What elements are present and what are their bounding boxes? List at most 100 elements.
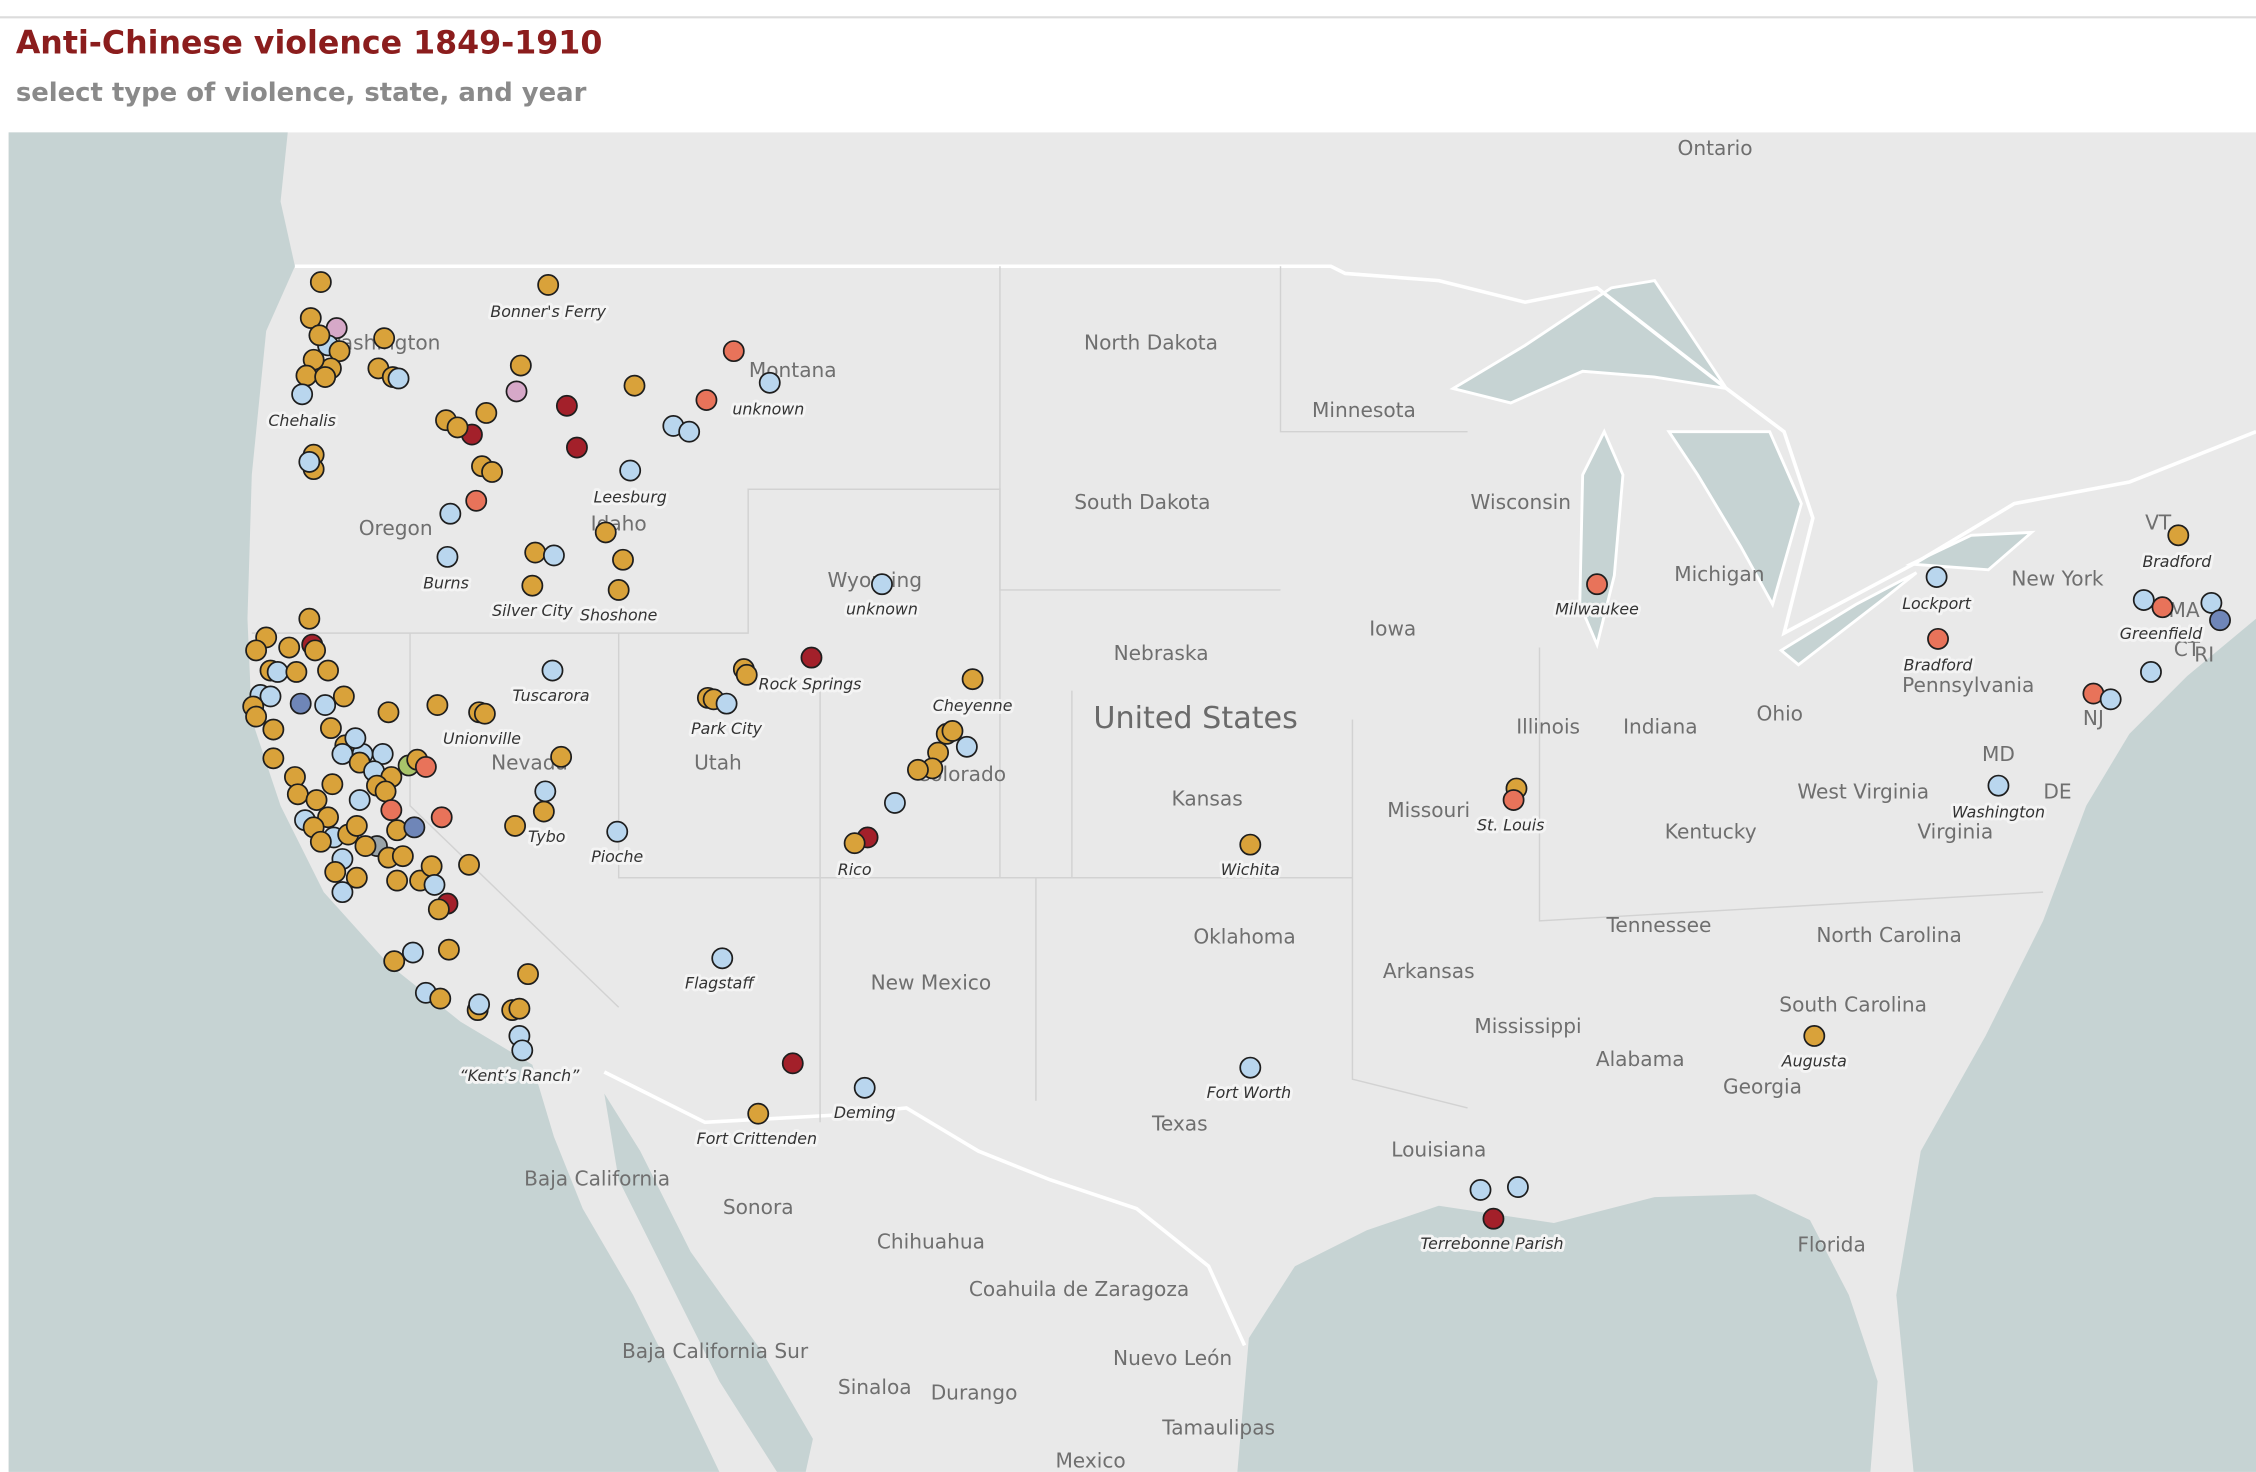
incident-marker[interactable] [401,941,424,964]
incident-marker[interactable] [747,1102,770,1125]
incident-marker[interactable] [1506,1176,1529,1198]
incident-marker[interactable] [371,743,394,765]
incident-marker[interactable] [298,450,321,473]
incident-marker[interactable] [504,814,527,837]
incident-marker[interactable] [420,855,443,878]
incident-marker[interactable] [508,997,531,1020]
incident-marker[interactable] [715,692,738,715]
incident-marker[interactable] [373,327,396,350]
incident-marker[interactable] [436,545,459,568]
incident-marker[interactable] [1239,833,1262,856]
incident-marker[interactable] [907,758,929,781]
incident-marker[interactable] [429,987,452,1010]
incident-marker[interactable] [414,755,437,778]
incident-marker[interactable] [331,743,354,765]
incident-marker[interactable] [458,853,480,876]
incident-marker[interactable] [711,947,734,970]
incident-marker[interactable] [1987,774,2010,797]
incident-marker[interactable] [481,461,503,483]
incident-marker[interactable] [758,371,781,394]
incident-marker[interactable] [266,661,289,683]
incident-marker[interactable] [289,692,312,715]
incident-marker[interactable] [2167,524,2190,547]
incident-marker[interactable] [344,727,367,750]
incident-marker[interactable] [374,780,397,803]
incident-marker[interactable] [437,938,460,961]
incident-marker[interactable] [1239,1056,1262,1079]
incident-marker[interactable] [883,791,906,814]
incident-marker[interactable] [426,694,449,717]
incident-marker[interactable] [524,541,547,564]
incident-marker[interactable] [1482,1207,1505,1230]
incident-marker[interactable] [387,367,410,390]
incident-marker[interactable] [555,394,578,417]
incident-marker[interactable] [348,789,371,811]
incident-marker[interactable] [1803,1025,1826,1047]
incident-marker[interactable] [308,324,331,347]
incident-marker[interactable] [1586,573,1608,596]
incident-marker[interactable] [505,380,528,403]
incident-marker[interactable] [606,820,629,843]
incident-marker[interactable] [534,780,557,803]
incident-marker[interactable] [843,832,866,855]
incident-marker[interactable] [321,773,344,796]
incident-marker[interactable] [468,993,491,1016]
incident-marker[interactable] [285,661,308,683]
incident-marker[interactable] [550,745,573,768]
incident-marker[interactable] [871,573,893,596]
incident-marker[interactable] [328,340,351,363]
incident-marker[interactable] [403,816,426,839]
incident-marker[interactable] [262,747,285,770]
incident-marker[interactable] [537,274,560,296]
incident-marker[interactable] [566,436,588,459]
incident-marker[interactable] [2132,589,2155,611]
incident-marker[interactable] [331,881,354,904]
incident-marker[interactable] [305,789,328,811]
incident-marker[interactable] [314,366,337,388]
incident-marker[interactable] [332,685,355,708]
map[interactable] [8,132,2256,1472]
incident-marker[interactable] [2209,609,2231,632]
incident-marker[interactable] [695,389,718,411]
incident-marker[interactable] [735,663,758,686]
incident-marker[interactable] [465,489,488,512]
incident-marker[interactable] [1469,1178,1492,1201]
incident-marker[interactable] [304,639,327,662]
incident-marker[interactable] [2140,661,2162,683]
incident-marker[interactable] [324,861,347,883]
incident-marker[interactable] [286,783,309,806]
incident-marker[interactable] [2151,596,2174,619]
incident-marker[interactable] [278,636,301,659]
incident-marker[interactable] [430,806,453,829]
incident-marker[interactable] [961,668,984,691]
incident-marker[interactable] [594,521,617,544]
incident-marker[interactable] [2200,591,2223,614]
incident-marker[interactable] [612,548,634,571]
incident-marker[interactable] [517,963,539,986]
incident-marker[interactable] [941,720,964,742]
incident-marker[interactable] [262,718,285,741]
incident-marker[interactable] [317,659,339,682]
incident-marker[interactable] [423,873,446,896]
incident-marker[interactable] [619,459,642,482]
incident-marker[interactable] [473,702,496,725]
incident-marker[interactable] [853,1076,876,1099]
incident-marker[interactable] [678,420,701,443]
incident-marker[interactable] [245,639,268,662]
incident-markers[interactable] [242,271,2231,1230]
incident-marker[interactable] [299,307,322,329]
incident-marker[interactable] [511,1039,534,1062]
incident-marker[interactable] [345,814,368,837]
incident-marker[interactable] [722,340,745,363]
incident-marker[interactable] [781,1052,804,1075]
incident-marker[interactable] [354,835,377,858]
incident-marker[interactable] [446,416,469,439]
incident-marker[interactable] [295,364,318,387]
incident-marker[interactable] [380,799,403,822]
incident-marker[interactable] [955,735,978,758]
incident-marker[interactable] [383,950,406,973]
incident-marker[interactable] [607,579,630,601]
incident-marker[interactable] [259,685,282,708]
incident-marker[interactable] [623,374,646,397]
incident-marker[interactable] [377,701,400,724]
